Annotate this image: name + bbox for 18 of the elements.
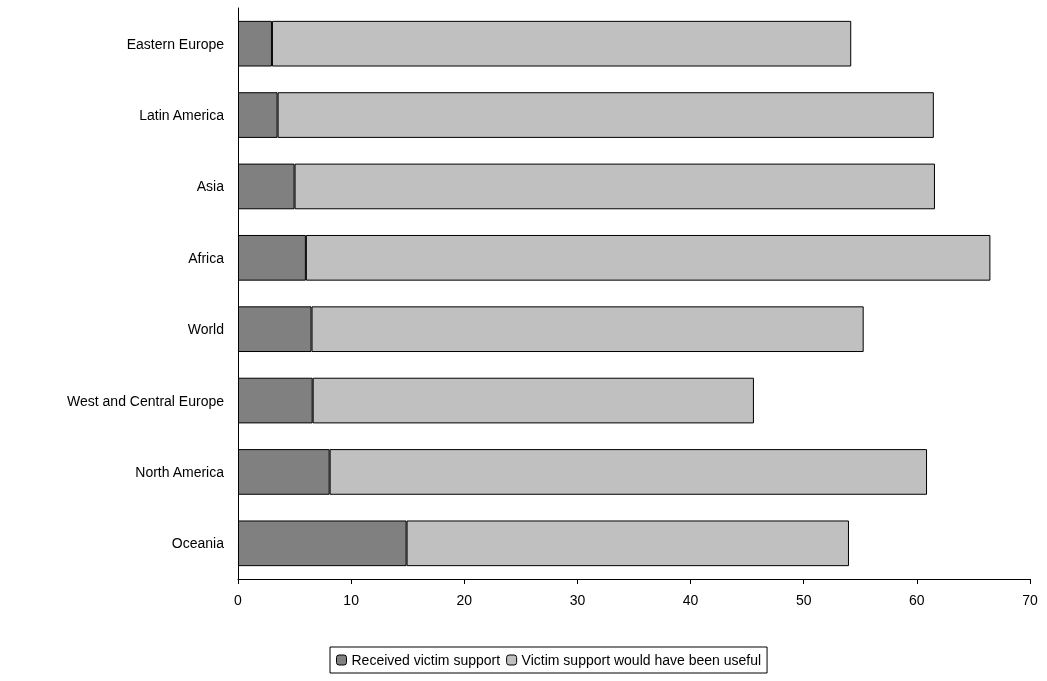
y-tick-label: Eastern Europe bbox=[126, 35, 225, 52]
y-tick-label: Oceania bbox=[171, 535, 225, 552]
y-tick-label: North America bbox=[135, 463, 225, 480]
x-tick-label: 60 bbox=[909, 592, 925, 608]
x-tick-label: 50 bbox=[795, 592, 812, 608]
x-tick-label: 70 bbox=[1022, 592, 1038, 608]
x-tick-label: 20 bbox=[456, 592, 473, 608]
y-tick-label: Africa bbox=[188, 249, 225, 266]
y-tick-label: Latin America bbox=[139, 107, 225, 124]
x-tick-label: 30 bbox=[569, 592, 586, 608]
y-tick-label: Asia bbox=[196, 178, 225, 195]
x-tick-label: 10 bbox=[343, 592, 360, 608]
legend-label: Victim support would have been useful bbox=[521, 652, 762, 668]
y-tick-label: World bbox=[187, 321, 224, 338]
x-tick-label: 40 bbox=[682, 592, 699, 608]
y-tick-label: West and Central Europe bbox=[67, 392, 225, 409]
x-tick-label: 0 bbox=[234, 592, 243, 608]
legend-label: Received victim support bbox=[351, 652, 501, 668]
